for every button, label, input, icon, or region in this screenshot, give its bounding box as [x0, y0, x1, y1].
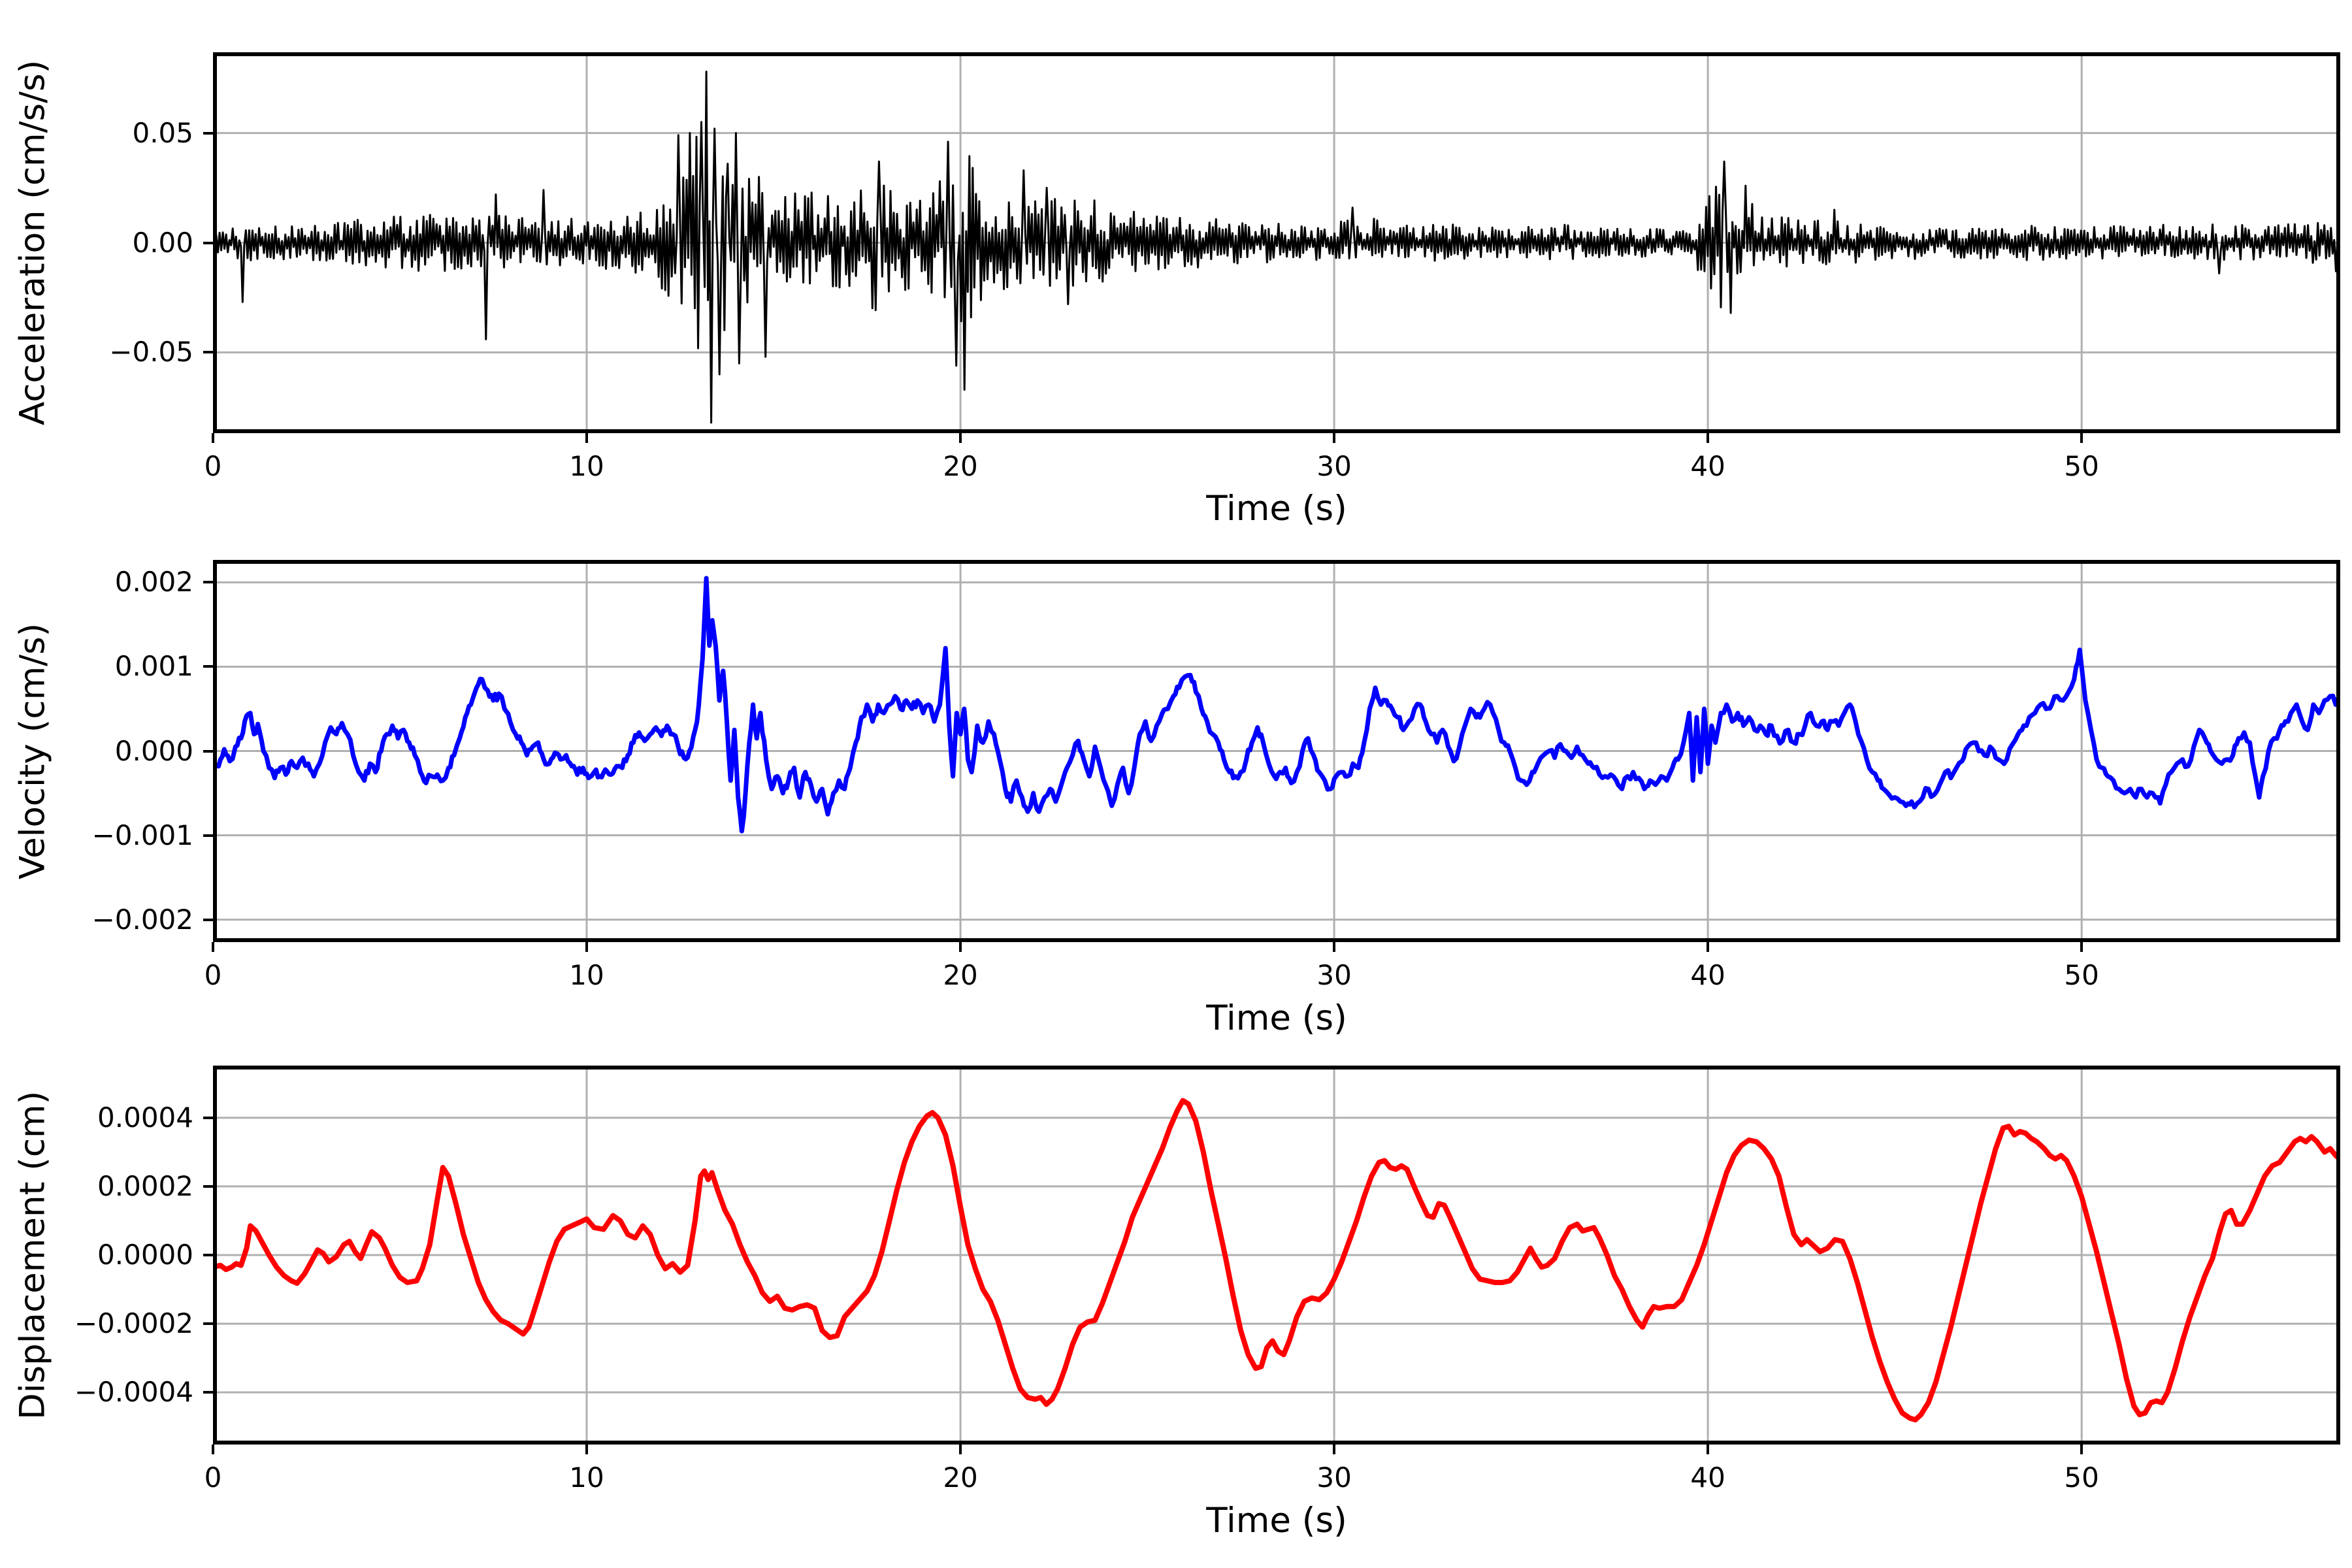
x-tick-mark — [585, 942, 589, 952]
y-tick-label: 0.00 — [132, 226, 193, 259]
y-tick-mark — [203, 131, 213, 135]
y-tick-label: −0.0004 — [74, 1376, 193, 1409]
x-tick-mark — [959, 433, 962, 443]
x-tick-mark — [1707, 1445, 1710, 1454]
x-tick-mark — [212, 1445, 214, 1454]
y-tick-mark — [203, 918, 213, 921]
x-tick-label: 0 — [204, 450, 222, 482]
x-tick-label: 30 — [1316, 959, 1352, 991]
x-tick-label: 50 — [2064, 959, 2099, 991]
x-tick-label: 50 — [2064, 450, 2099, 482]
x-tick-label: 30 — [1316, 1462, 1352, 1494]
x-tick-label: 10 — [569, 1462, 604, 1494]
y-tick-label: 0.05 — [132, 116, 193, 149]
y-tick-label: 0.001 — [114, 650, 193, 683]
y-tick-mark — [203, 1391, 213, 1394]
x-tick-label: 50 — [2064, 1462, 2099, 1494]
x-tick-mark — [585, 433, 589, 443]
x-tick-mark — [1707, 433, 1710, 443]
x-tick-mark — [1333, 1445, 1336, 1454]
x-tick-mark — [959, 1445, 962, 1454]
x-tick-mark — [585, 1445, 589, 1454]
y-tick-mark — [203, 1116, 213, 1119]
acceleration-x-axis-label: Time (s) — [1206, 489, 1347, 529]
y-tick-label: 0.0000 — [97, 1239, 193, 1271]
x-tick-label: 30 — [1316, 450, 1352, 482]
y-tick-mark — [203, 351, 213, 354]
displacement-x-axis-label: Time (s) — [1206, 1501, 1347, 1541]
y-tick-label: 0.0002 — [97, 1169, 193, 1202]
y-tick-label: 0.0004 — [97, 1101, 193, 1134]
y-tick-label: −0.0002 — [74, 1307, 193, 1340]
y-tick-mark — [203, 241, 213, 244]
x-tick-mark — [212, 942, 214, 952]
x-tick-mark — [2080, 1445, 2083, 1454]
y-tick-label: −0.001 — [91, 819, 193, 851]
y-tick-label: −0.002 — [91, 903, 193, 936]
x-tick-label: 0 — [204, 959, 222, 991]
x-tick-mark — [1333, 942, 1336, 952]
displacement-waveform-svg — [213, 1066, 2340, 1445]
y-tick-label: 0.002 — [114, 566, 193, 598]
y-tick-mark — [203, 1184, 213, 1188]
x-tick-mark — [212, 433, 214, 443]
x-tick-mark — [2080, 942, 2083, 952]
x-tick-label: 40 — [1690, 959, 1725, 991]
velocity-x-axis-label: Time (s) — [1206, 998, 1347, 1038]
y-tick-mark — [203, 665, 213, 668]
y-tick-label: −0.05 — [109, 336, 193, 368]
x-tick-label: 40 — [1690, 1462, 1725, 1494]
y-tick-label: 0.000 — [114, 734, 193, 767]
y-tick-mark — [203, 581, 213, 584]
x-tick-label: 10 — [569, 450, 604, 482]
x-tick-label: 20 — [943, 959, 978, 991]
x-tick-mark — [1333, 433, 1336, 443]
y-tick-mark — [203, 1254, 213, 1256]
x-tick-mark — [959, 942, 962, 952]
velocity-waveform-svg — [213, 560, 2340, 942]
x-tick-label: 40 — [1690, 450, 1725, 482]
y-tick-mark — [203, 1322, 213, 1326]
x-tick-mark — [2080, 433, 2083, 443]
y-tick-mark — [203, 834, 213, 837]
x-tick-label: 20 — [943, 1462, 978, 1494]
y-tick-mark — [203, 749, 213, 753]
x-tick-label: 10 — [569, 959, 604, 991]
x-tick-label: 0 — [204, 1462, 222, 1494]
x-tick-label: 20 — [943, 450, 978, 482]
acceleration-waveform-svg — [213, 52, 2340, 433]
x-tick-mark — [1707, 942, 1710, 952]
